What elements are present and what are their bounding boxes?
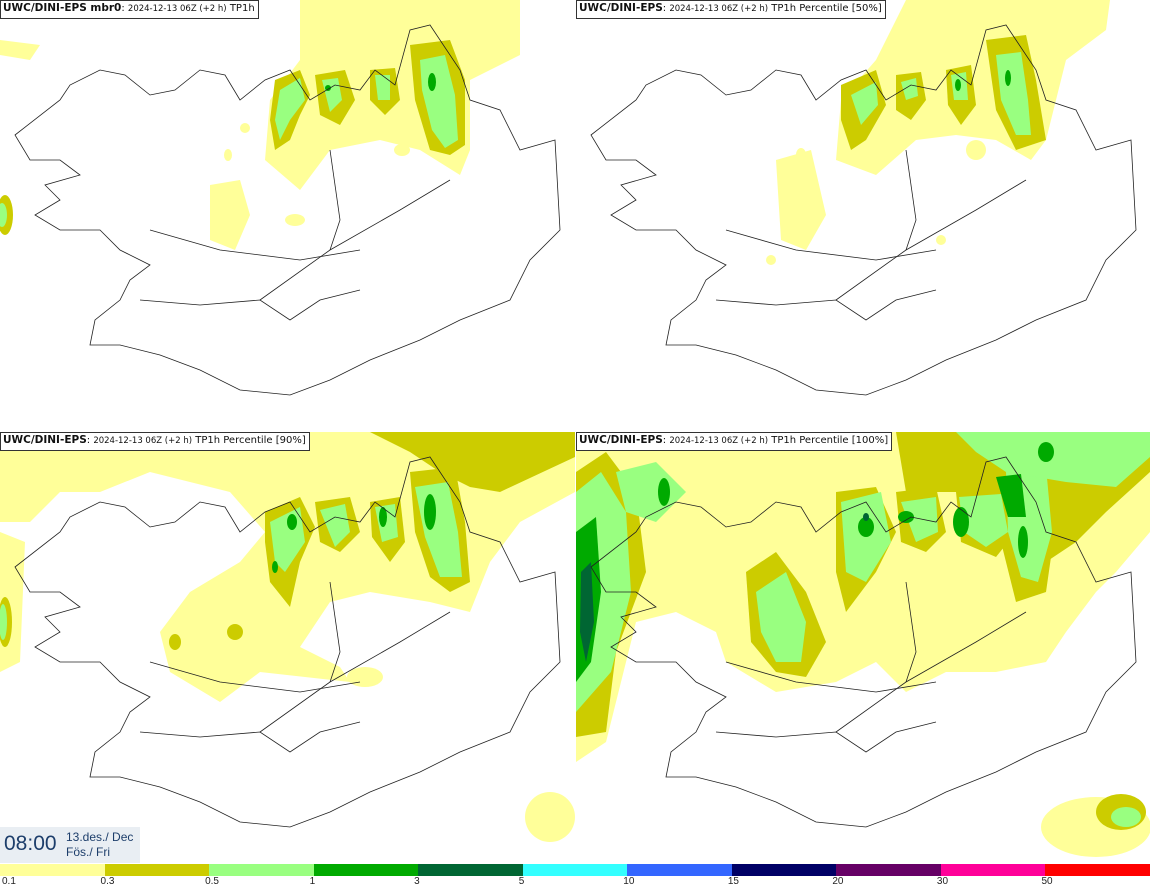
model-name: UWC/DINI-EPS: [579, 434, 663, 446]
model-name: UWC/DINI-EPS mbr0: [3, 2, 122, 14]
legend-label: 3: [414, 876, 420, 887]
panel-title: UWC/DINI-EPS mbr0: 2024-12-13 06Z (+2 h)…: [0, 0, 259, 19]
legend-swatch: [418, 864, 523, 876]
valid-date: 13.des./ Dec Fös./ Fri: [66, 830, 133, 860]
panel-title: UWC/DINI-EPS: 2024-12-13 06Z (+2 h) TP1h…: [576, 0, 886, 19]
panel-title: UWC/DINI-EPS: 2024-12-13 06Z (+2 h) TP1h…: [0, 432, 310, 451]
field-name: TP1h Percentile [100%]: [771, 435, 889, 446]
field-name: TP1h: [229, 3, 255, 14]
run-date: 2024-12-13 06Z (+2 h): [669, 4, 769, 14]
model-name: UWC/DINI-EPS: [3, 434, 87, 446]
iceland-outline: [14, 24, 561, 396]
legend-swatch: [209, 864, 314, 876]
legend-swatch: [627, 864, 732, 876]
map-panel-p90: UWC/DINI-EPS: 2024-12-13 06Z (+2 h) TP1h…: [0, 432, 575, 863]
legend-label: 15: [727, 876, 739, 887]
run-date: 2024-12-13 06Z (+2 h): [93, 436, 193, 446]
iceland-outline: [14, 456, 561, 828]
legend-label: 0.1: [2, 876, 16, 887]
precip-green: [272, 494, 436, 573]
precip-green: [955, 70, 1011, 91]
legend-label: 10: [623, 876, 635, 887]
legend-swatch: [0, 864, 105, 876]
field-name: TP1h Percentile [50%]: [771, 3, 882, 14]
run-date: 2024-12-13 06Z (+2 h): [127, 4, 227, 14]
run-date: 2024-12-13 06Z (+2 h): [669, 436, 769, 446]
legend-swatch: [836, 864, 941, 876]
legend-label: 0.3: [100, 876, 115, 887]
map-panel-p50: UWC/DINI-EPS: 2024-12-13 06Z (+2 h) TP1h…: [576, 0, 1150, 430]
legend-label: 0.5: [205, 876, 219, 887]
legend-label: 20: [832, 876, 844, 887]
valid-date-line: 13.des./ Dec: [66, 830, 134, 844]
precip-legend-bar: [0, 864, 1150, 876]
iceland-outline: [590, 24, 1137, 396]
precip-map-mbr0: [0, 0, 561, 396]
model-name: UWC/DINI-EPS: [579, 2, 663, 14]
valid-time-clock: 08:00: [4, 832, 57, 855]
precip-darkgreen: [580, 513, 869, 662]
precip-map-p90: [0, 432, 575, 842]
precip-yellow: [766, 0, 1110, 265]
iceland-outline: [590, 456, 1137, 828]
legend-swatch: [940, 864, 1046, 876]
map-panel-mbr0: UWC/DINI-EPS mbr0: 2024-12-13 06Z (+2 h)…: [0, 0, 575, 430]
panel-title: UWC/DINI-EPS: 2024-12-13 06Z (+2 h) TP1h…: [576, 432, 893, 451]
legend-label: 5: [518, 876, 525, 887]
legend-label: 50: [1041, 876, 1053, 887]
precip-map-p100: [576, 432, 1150, 857]
legend-swatch: [313, 864, 419, 876]
legend-swatch: [1045, 864, 1150, 876]
legend-label: 1: [309, 876, 316, 887]
field-name: TP1h Percentile [90%]: [195, 435, 306, 446]
legend-label: 30: [936, 876, 949, 887]
precip-map-p50: [590, 0, 1137, 396]
legend-swatch: [104, 864, 210, 876]
legend-swatch: [731, 864, 837, 876]
valid-day-line: Fös./ Fri: [66, 845, 110, 859]
map-panel-p100: UWC/DINI-EPS: 2024-12-13 06Z (+2 h) TP1h…: [576, 432, 1150, 863]
precip-green: [325, 73, 436, 91]
precip-legend-labels: 0.1 0.3 0.5 1 3 5 10 15 20 30 50: [0, 876, 1150, 891]
legend-swatch: [522, 864, 628, 876]
valid-time-box: 08:00 13.des./ Dec Fös./ Fri: [0, 827, 140, 863]
precip-yellow: [0, 432, 575, 842]
